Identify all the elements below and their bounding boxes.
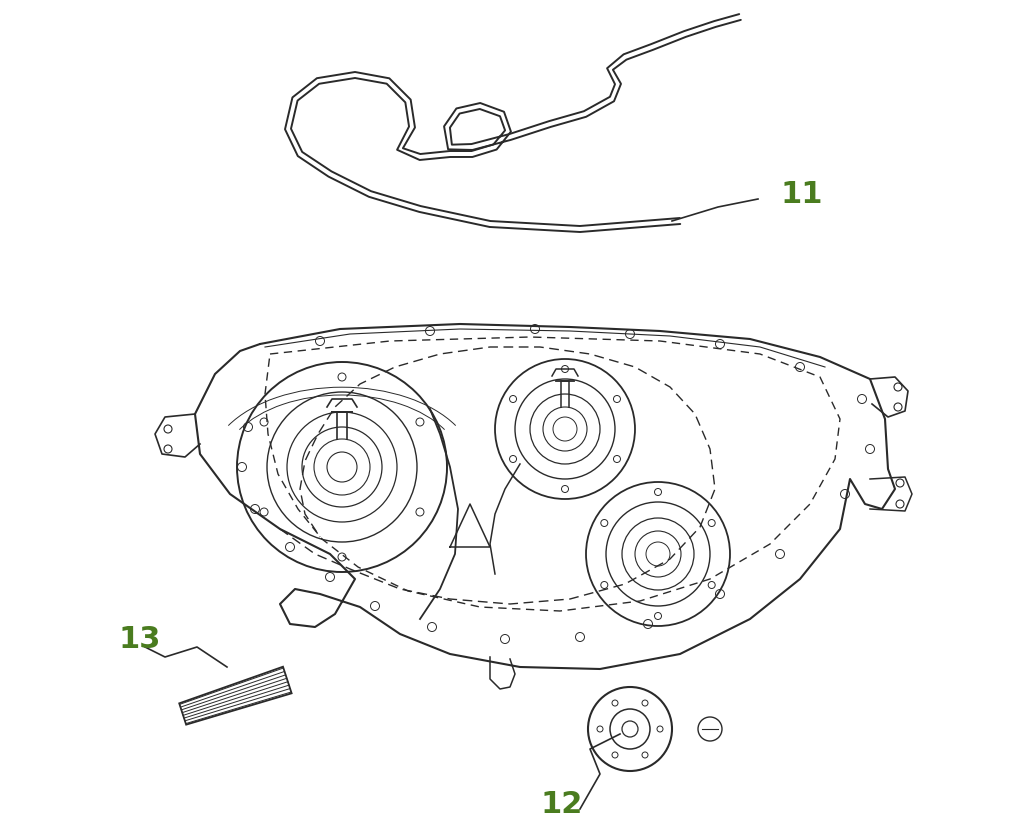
Text: 12: 12 bbox=[541, 790, 583, 819]
Text: 11: 11 bbox=[780, 180, 823, 209]
Text: 13: 13 bbox=[118, 624, 161, 653]
